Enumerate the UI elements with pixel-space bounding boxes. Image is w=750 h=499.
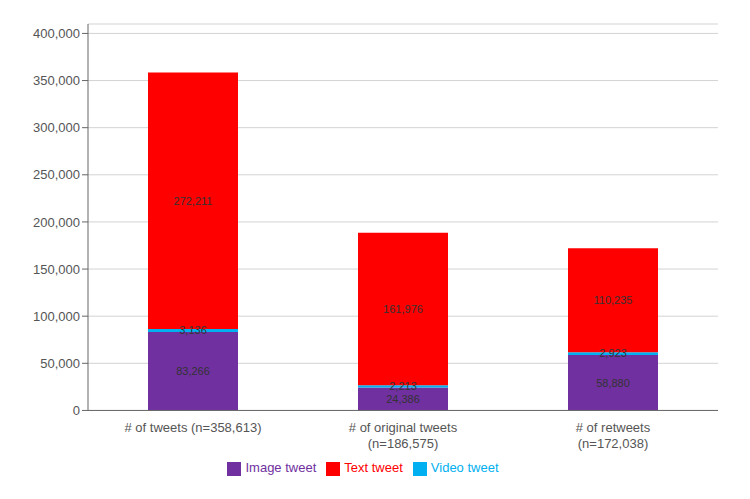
- svg-text:350,000: 350,000: [33, 73, 80, 88]
- svg-text:250,000: 250,000: [33, 167, 80, 182]
- html-text:Video tweet: Video tweet: [430, 460, 499, 476]
- svg-text:161,976: 161,976: [383, 303, 423, 315]
- svg-text:150,000: 150,000: [33, 262, 80, 277]
- svg-text:300,000: 300,000: [33, 120, 80, 135]
- svg-text:2,213: 2,213: [389, 380, 417, 392]
- svg-text:200,000: 200,000: [33, 215, 80, 230]
- svg-text:50,000: 50,000: [40, 356, 80, 371]
- html-text:Image tweet: Image tweet: [245, 460, 317, 476]
- svg-text:# of retweets(n=172,038): # of retweets(n=172,038): [576, 420, 651, 451]
- html-text:Text tweet: Text tweet: [344, 460, 403, 476]
- svg-text:# of tweets (n=358,613): # of tweets (n=358,613): [125, 420, 262, 435]
- svg-text:3,136: 3,136: [179, 324, 207, 336]
- svg-text:83,266: 83,266: [176, 365, 210, 377]
- svg-text:24,386: 24,386: [386, 393, 420, 405]
- svg-text:110,235: 110,235: [594, 294, 633, 306]
- svg-text:2,923: 2,923: [599, 347, 627, 359]
- svg-text:58,880: 58,880: [596, 377, 630, 389]
- svg-text:400,000: 400,000: [33, 26, 80, 41]
- svg-text:0: 0: [73, 403, 80, 418]
- svg-text:100,000: 100,000: [33, 309, 80, 324]
- svg-text:# of original tweets(n=186,575: # of original tweets(n=186,575): [349, 420, 458, 451]
- svg-text:272,211: 272,211: [174, 195, 213, 207]
